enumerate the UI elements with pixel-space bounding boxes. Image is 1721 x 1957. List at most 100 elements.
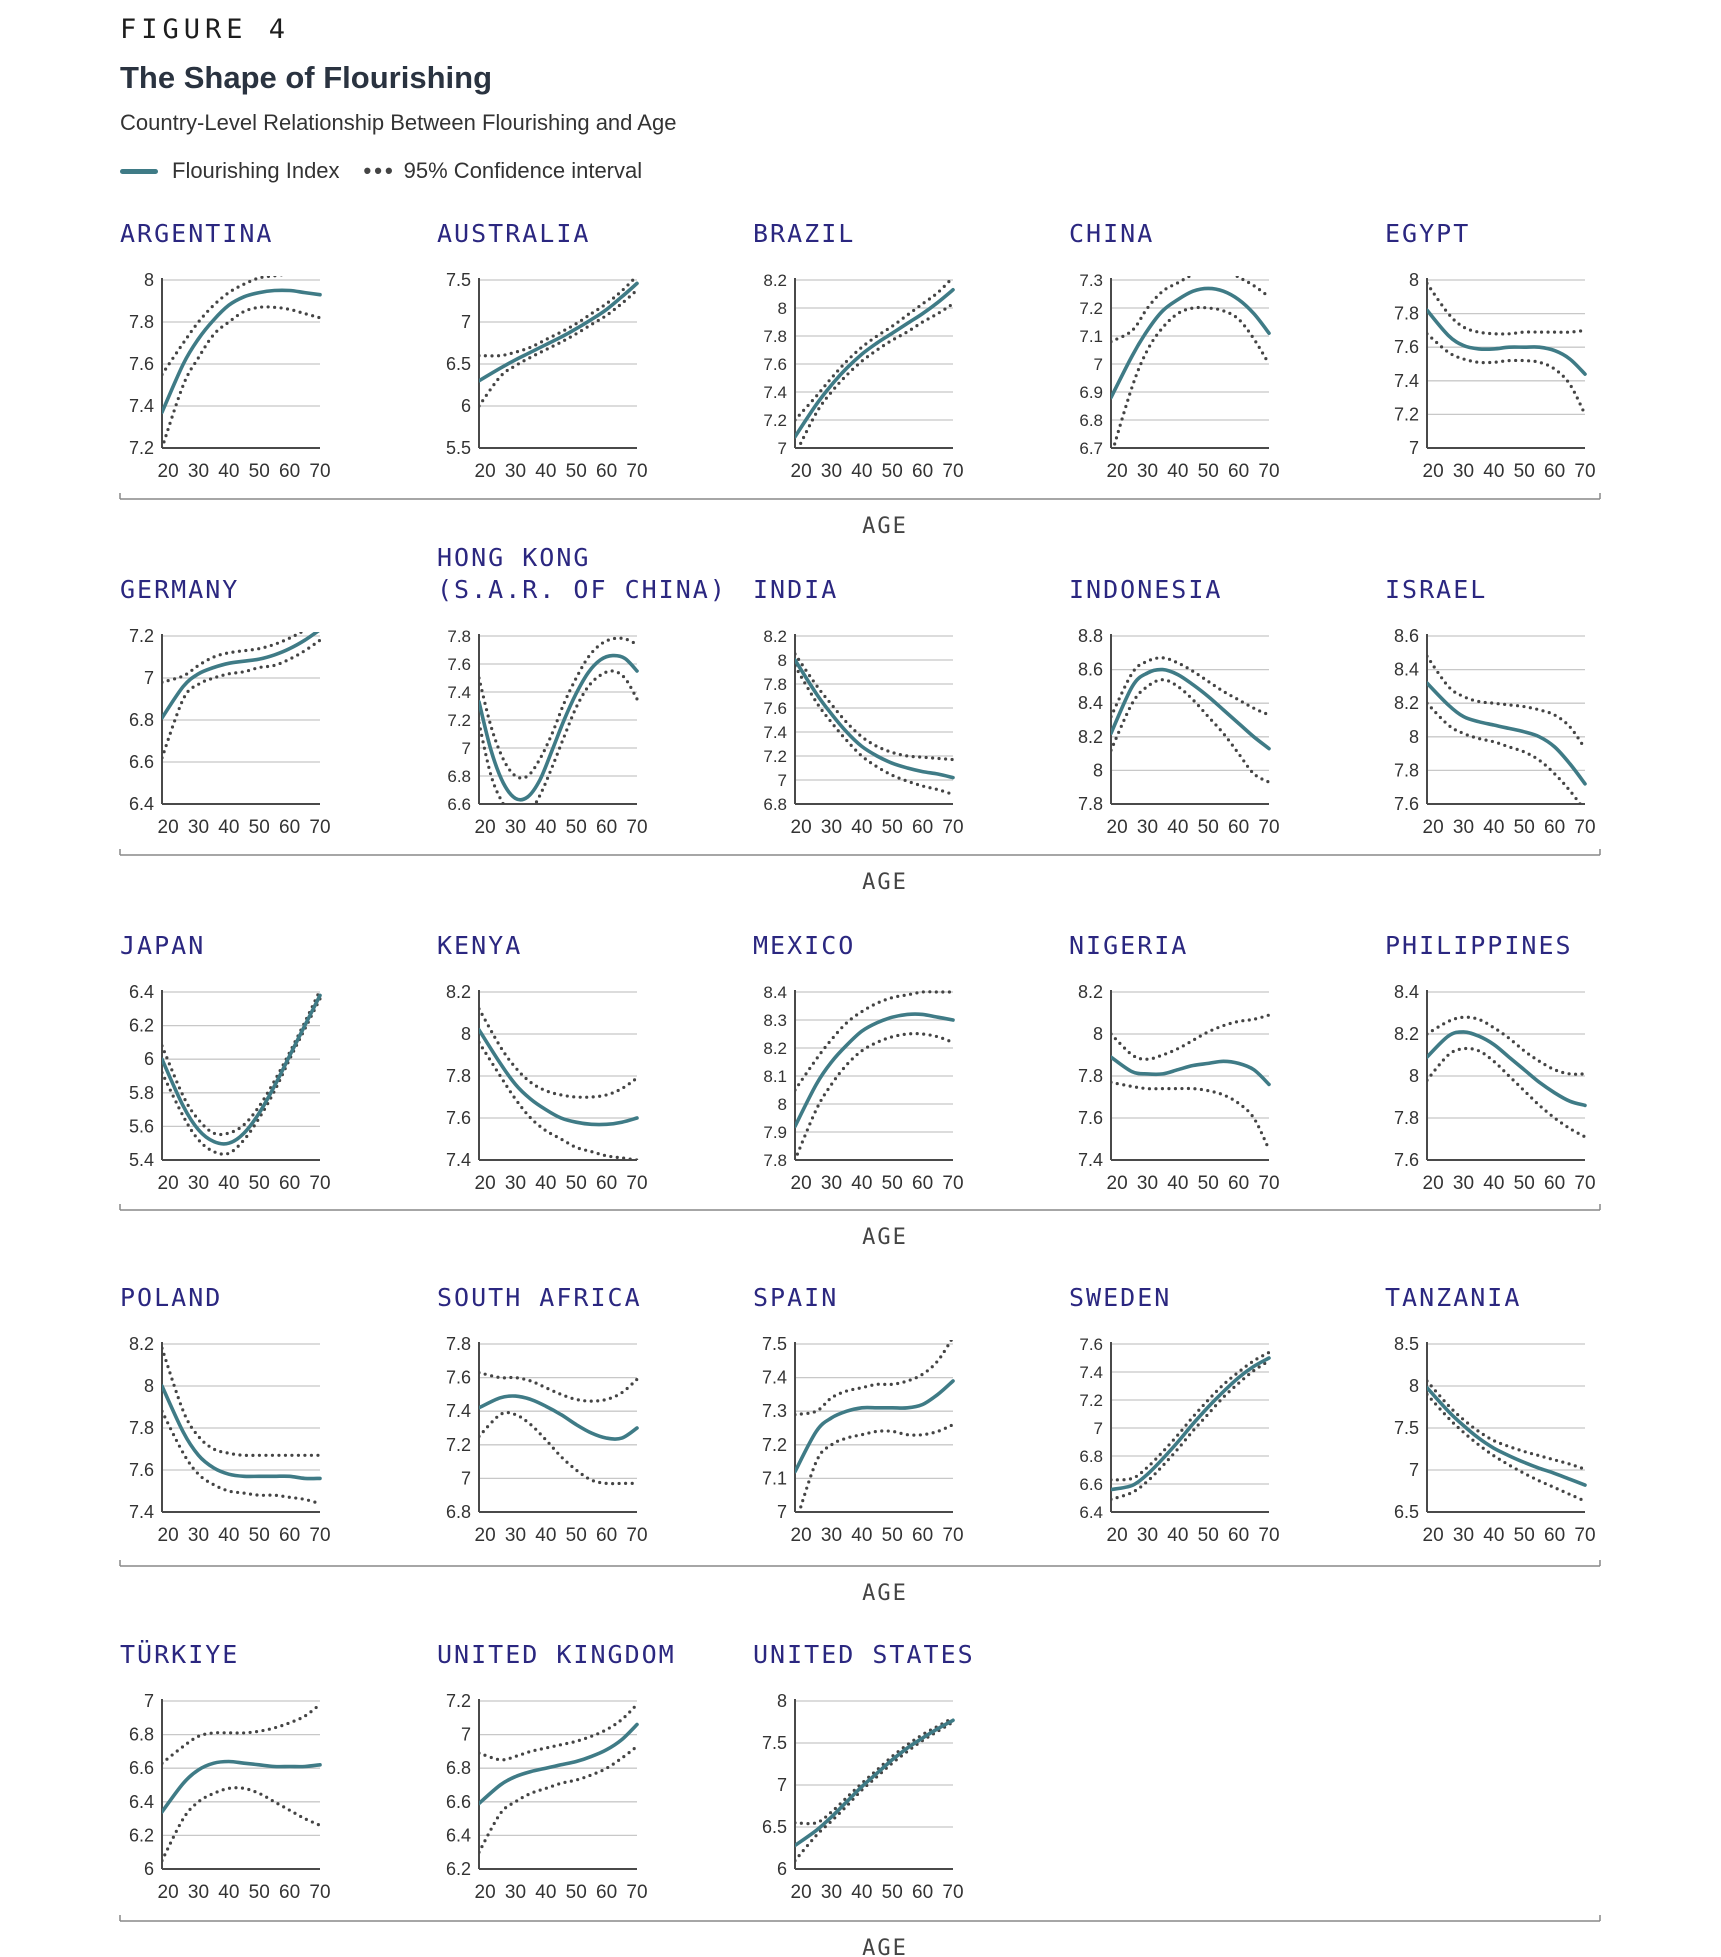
panel-united-states: UNITED STATES 6 6.5 7 7.5 8 20 30 40 50 60 70 (753, 1640, 973, 1903)
x-tick-label: 50 (566, 1173, 587, 1194)
y-tick-label: 8.2 (446, 982, 471, 1002)
x-tick-label: 40 (1167, 1525, 1188, 1546)
ci-lower-line (1427, 1046, 1587, 1139)
x-tick-label: 30 (1453, 461, 1474, 482)
y-tick-label: 8.2 (1394, 693, 1419, 713)
x-tick-label: 20 (791, 461, 812, 482)
x-tick-label: 50 (249, 1882, 270, 1903)
panel-title-turkiye: TÜRKIYE (120, 1640, 239, 1669)
y-tick-label: 7 (461, 1725, 471, 1745)
x-tick-label: 20 (475, 817, 496, 838)
x-tick-label: 60 (279, 1173, 300, 1194)
x-tick-label: 50 (566, 1525, 587, 1546)
flourishing-index-line (162, 1759, 322, 1814)
panel-spain: SPAIN 7 7.1 7.2 7.3 7.4 7.5 20 30 40 50 60 70 (753, 1283, 964, 1546)
legend-ci-label: 95% Confidence interval (403, 158, 643, 183)
x-tick-label: 30 (505, 461, 526, 482)
y-tick-label: 7.8 (763, 675, 787, 694)
y-tick-label: 7.6 (1394, 337, 1419, 357)
x-tick-label: 20 (1423, 817, 1444, 838)
y-tick-label: 7.4 (129, 396, 154, 416)
figure-label: FIGURE 4 (120, 14, 291, 45)
y-tick-label: 8 (144, 1376, 154, 1396)
y-tick-label: 7.6 (1394, 1150, 1419, 1170)
flourishing-index-line (1111, 286, 1271, 400)
flourishing-index-line (479, 653, 639, 802)
y-tick-label: 8 (778, 299, 787, 318)
x-tick-label: 60 (912, 461, 933, 482)
y-tick-label: 6.8 (447, 767, 471, 786)
y-tick-label: 7.8 (129, 1418, 154, 1438)
y-tick-label: 7.8 (447, 627, 471, 646)
x-tick-label: 30 (505, 1882, 526, 1903)
x-tick-label: 20 (791, 1882, 812, 1903)
x-tick-label: 30 (821, 461, 842, 482)
y-tick-label: 7 (1094, 1419, 1103, 1438)
x-tick-label: 70 (1258, 1173, 1279, 1194)
y-tick-label: 6 (144, 1859, 154, 1879)
x-tick-label: 40 (218, 461, 239, 482)
x-tick-label: 40 (1483, 1173, 1504, 1194)
panel-brazil: BRAZIL 7 7.2 7.4 7.6 7.8 8 8.2 20 30 40 50 60 70 (753, 219, 964, 482)
y-tick-label: 7.2 (1079, 1391, 1103, 1410)
x-tick-label: 40 (535, 1525, 556, 1546)
x-tick-label: 30 (821, 1173, 842, 1194)
x-tick-label: 40 (1167, 817, 1188, 838)
y-tick-label: 8 (1093, 760, 1103, 780)
ci-upper-line (479, 1371, 639, 1403)
y-tick-label: 8 (778, 1095, 787, 1114)
y-tick-label: 6.4 (446, 1825, 471, 1845)
x-tick-label: 20 (1423, 1173, 1444, 1194)
x-tick-label: 70 (309, 817, 330, 838)
x-tick-label: 60 (596, 817, 617, 838)
flourishing-index-line (1111, 1055, 1271, 1087)
y-tick-label: 6.8 (129, 1725, 154, 1745)
y-tick-label: 7.5 (762, 1733, 787, 1753)
x-tick-label: 30 (821, 1525, 842, 1546)
ci-upper-line (162, 988, 322, 1137)
x-tick-label: 20 (158, 817, 179, 838)
y-tick-label: 6.5 (762, 1817, 787, 1837)
y-tick-label: 8 (144, 270, 154, 290)
ci-lower-line (479, 1410, 639, 1486)
panel-mexico: MEXICO 7.8 7.9 8 8.1 8.2 8.3 8.4 20 30 40 50 60 70 (753, 931, 964, 1194)
flourishing-index-line (795, 1379, 955, 1474)
flourishing-index-line (479, 1722, 639, 1806)
y-tick-label: 7.4 (763, 383, 787, 402)
flourishing-index-line (162, 632, 320, 720)
y-tick-label: 8.3 (763, 1011, 787, 1030)
ci-lower-line (795, 664, 955, 796)
y-tick-label: 8 (777, 1691, 787, 1711)
x-tick-label: 70 (309, 1173, 330, 1194)
x-tick-label: 60 (1544, 1525, 1565, 1546)
y-tick-label: 7.6 (129, 354, 154, 374)
ci-upper-line (1111, 276, 1271, 344)
y-tick-label: 7.9 (763, 1123, 787, 1142)
x-tick-label: 40 (851, 1882, 872, 1903)
panel-australia: AUSTRALIA 5.5 6 6.5 7 7.5 20 30 40 50 60 70 (437, 219, 648, 482)
y-tick-label: 7.4 (129, 1502, 154, 1522)
y-tick-label: 6.2 (129, 1825, 154, 1845)
y-tick-label: 7.2 (762, 1435, 787, 1455)
ci-upper-line (795, 1340, 954, 1417)
ci-upper-line (795, 652, 955, 762)
y-tick-label: 6.5 (1394, 1502, 1419, 1522)
panel-title-hong-kong-s-a-r-of-china: HONG KONG (S.A.R. OF CHINA) (437, 543, 727, 604)
x-tick-label: 70 (626, 461, 647, 482)
y-tick-label: 7.5 (762, 1334, 787, 1354)
x-tick-label: 20 (1107, 817, 1128, 838)
x-tick-label: 30 (505, 1173, 526, 1194)
x-tick-label: 70 (1258, 461, 1279, 482)
y-tick-label: 7 (1094, 355, 1103, 374)
y-tick-label: 7.4 (763, 723, 787, 742)
y-tick-label: 7.4 (446, 1150, 471, 1170)
x-tick-label: 50 (249, 461, 270, 482)
x-tick-label: 60 (1544, 817, 1565, 838)
x-tick-label: 70 (626, 817, 647, 838)
x-tick-label: 70 (1258, 817, 1279, 838)
x-tick-label: 20 (1107, 1525, 1128, 1546)
x-tick-label: 30 (505, 1525, 526, 1546)
flourishing-index-line (795, 288, 955, 439)
x-tick-label: 70 (309, 1882, 330, 1903)
panel-title-germany: GERMANY (120, 575, 239, 604)
